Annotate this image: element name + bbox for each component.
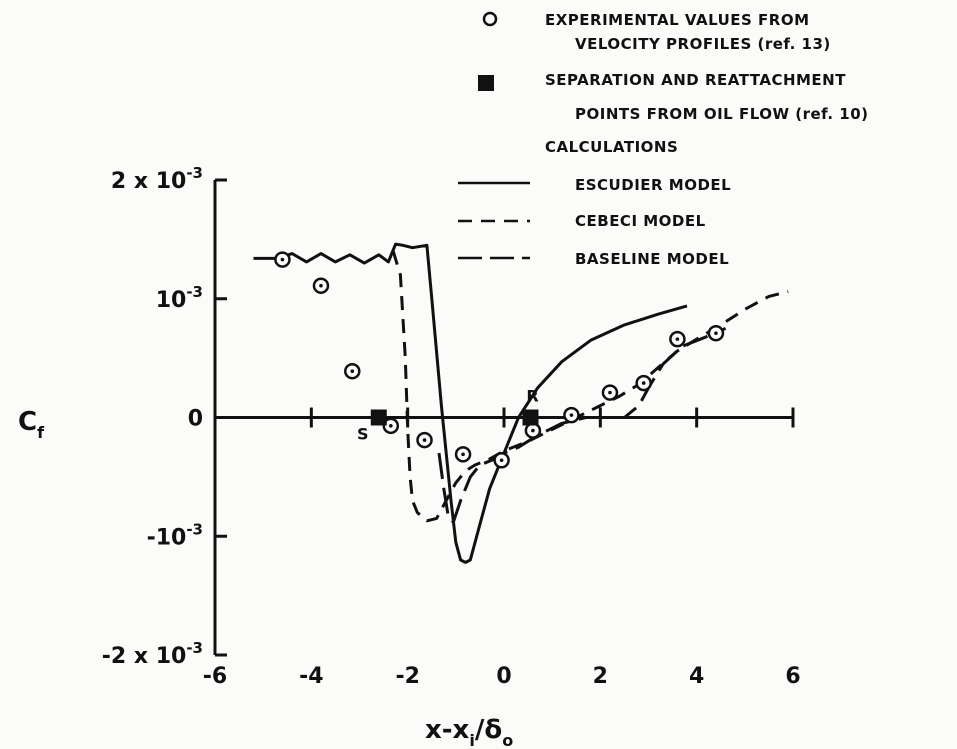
legend-open-circle-icon [482,11,498,27]
legend-escudier-label: ESCUDIER MODEL [575,176,731,194]
experimental-point-center [389,424,393,428]
oil-flow-point-label: R [526,387,538,406]
y-tick-label: 0 [188,407,203,432]
series-baseline-line [437,327,727,524]
experimental-point-center [675,337,680,341]
y-tick-label: 2 x 10-3 [111,164,203,194]
legend-filled-square-icon [478,75,494,91]
oil-flow-point-label: S [357,425,369,444]
legend-calculations-label: CALCULATIONS [545,138,678,156]
experimental-point-center [422,438,427,442]
experimental-point-center [280,257,285,262]
legend-experimental-label-1: EXPERIMENTAL VALUES FROM [545,11,810,29]
series-escudier-line [253,242,688,564]
tick-labels: -2 x 10-3 -10-3 0 10-3 2 x 10-3 -6 -4 -2 0 2 4 6 [102,164,801,689]
x-tick-label: 4 [689,664,704,689]
x-tick-label: -2 [395,664,419,689]
axes [213,178,795,657]
experimental-point-center [319,283,323,288]
x-tick-label: -6 [203,664,227,689]
legend-separation-label-1: SEPARATION AND REATTACHMENT [545,71,846,89]
legend-cebeci-label: CEBECI MODEL [575,212,706,230]
x-tick-label: -4 [299,664,323,689]
legend-experimental-label-2: VELOCITY PROFILES (ref. 13) [575,35,831,53]
x-tick-label: 6 [785,664,800,689]
y-tick-label: -2 x 10-3 [102,639,203,669]
y-tick-label: -10-3 [147,520,203,550]
experimental-point-center [499,458,504,463]
legend: EXPERIMENTAL VALUES FROM VELOCITY PROFIL… [458,11,869,268]
experimental-point-center [350,369,355,373]
oil-flow-point [370,409,387,426]
experimental-point-center [608,390,612,395]
experimental-point-center [714,331,718,335]
oil-flow-point [522,409,539,426]
experimental-point-center [531,428,535,433]
experimental-point-center [641,381,646,385]
y-axis-title: Cf [18,407,45,442]
data-markers: SR [274,251,725,469]
x-tick-label: 0 [496,664,511,689]
experimental-point-center [461,452,465,457]
legend-separation-label-2: POINTS FROM OIL FLOW (ref. 10) [575,105,869,123]
series-layer [253,242,789,564]
x-tick-label: 2 [593,664,608,689]
experimental-point-center [569,413,574,417]
legend-baseline-label: BASELINE MODEL [575,250,729,268]
x-axis-title: x-xi/δo [425,715,513,749]
y-tick-label: 10-3 [156,283,203,313]
series-cebeci-line [391,250,789,523]
